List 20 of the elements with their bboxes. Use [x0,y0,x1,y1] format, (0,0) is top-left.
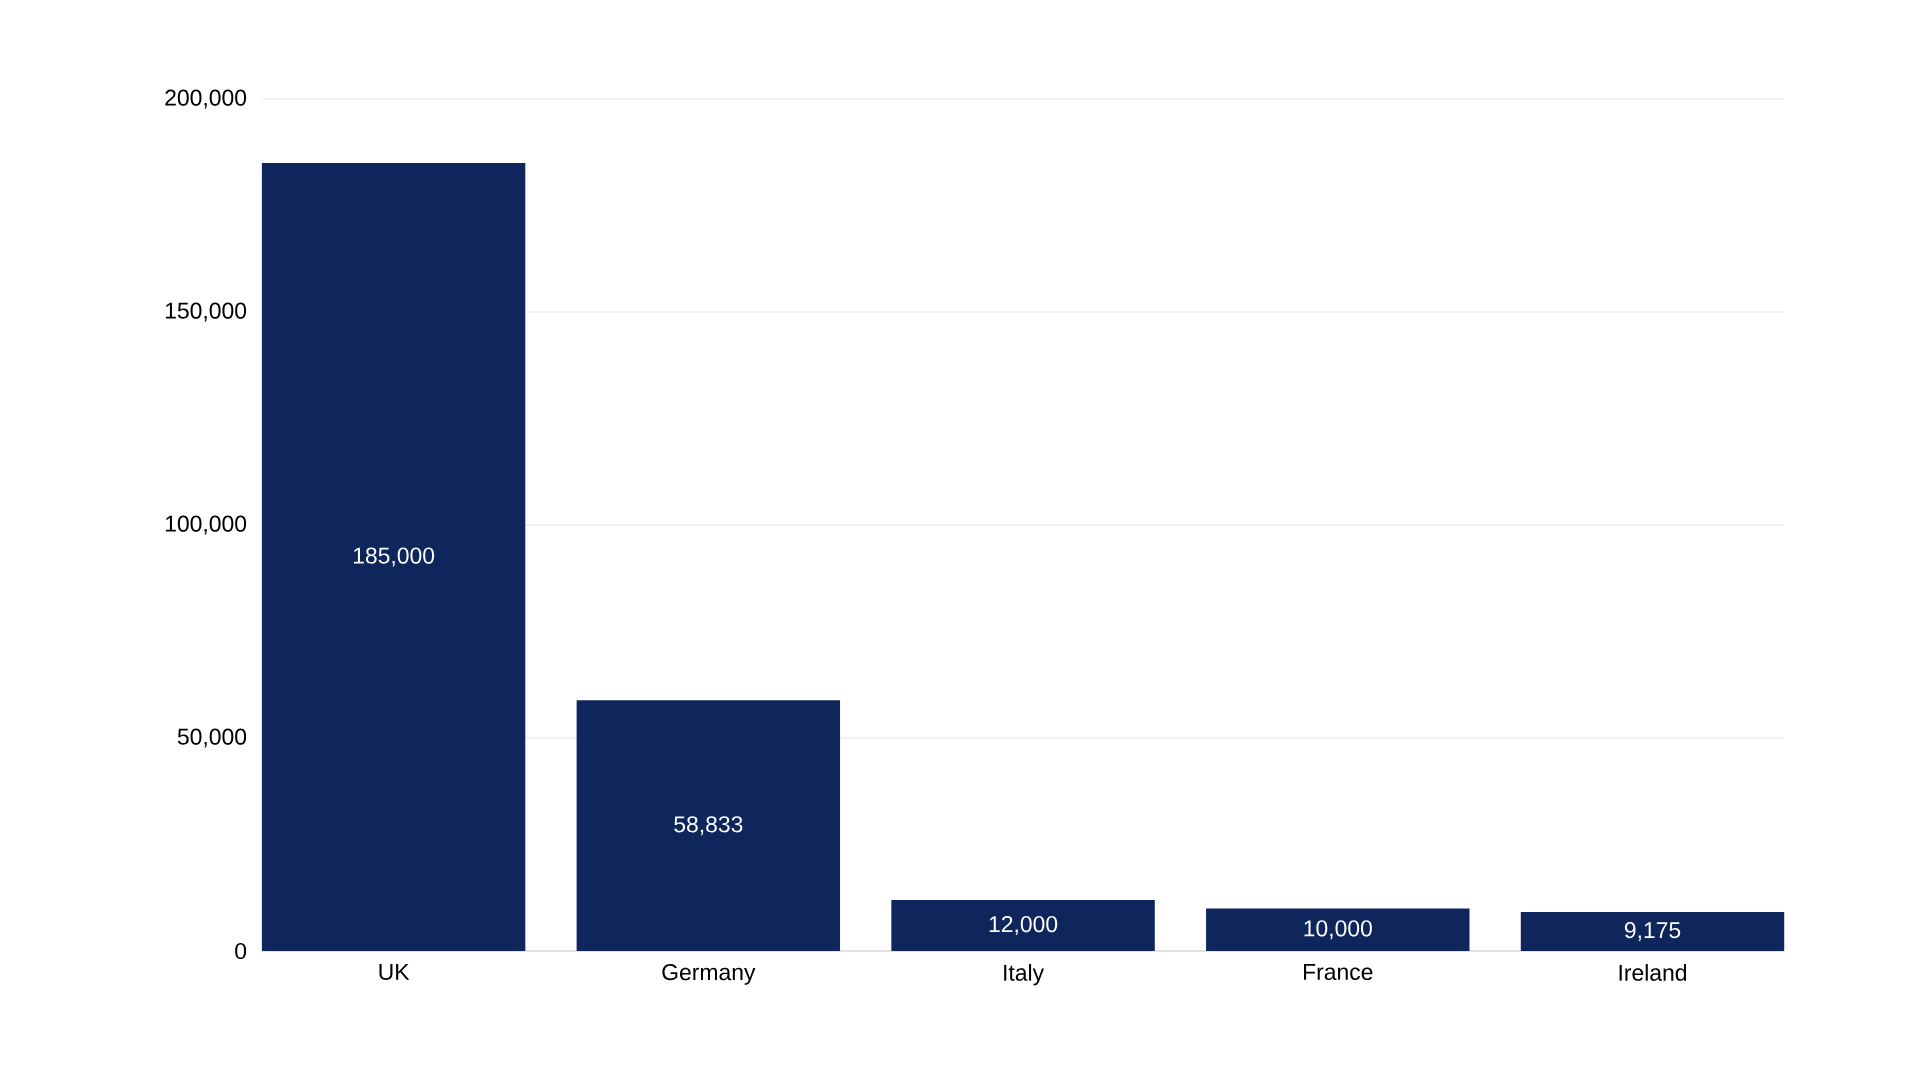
x-tick-label: France [1304,964,1373,981]
data-label: 185,000 [353,547,435,567]
bar [891,899,1155,951]
bar [261,162,526,951]
x-tick-label: Italy [1004,964,1045,986]
y-tick-label: 50,000 [177,728,247,748]
bar [1206,908,1470,951]
data-label: 12,000 [989,915,1058,935]
x-tick-label: Ireland [1619,964,1687,981]
y-tick-label: 150,000 [165,302,247,322]
data-label: 58,833 [674,816,743,836]
y-tick-label: 0 [235,942,247,960]
data-label: 9,175 [1624,921,1681,941]
x-tick-label: Germany [662,964,756,985]
y-tick-label: 100,000 [165,515,247,535]
x-tick-label: UK [379,964,410,981]
bar [1520,911,1785,951]
data-label: 10,000 [1304,920,1372,940]
y-tick-label: 200,000 [165,89,247,109]
bar [576,700,841,951]
